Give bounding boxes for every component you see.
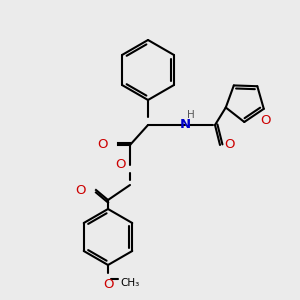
Text: N: N xyxy=(179,118,191,131)
Text: O: O xyxy=(115,158,125,170)
Text: O: O xyxy=(103,278,113,291)
Text: O: O xyxy=(224,139,235,152)
Text: O: O xyxy=(98,137,108,151)
Text: CH₃: CH₃ xyxy=(120,278,139,288)
Text: O: O xyxy=(76,184,86,196)
Text: O: O xyxy=(260,114,271,127)
Text: H: H xyxy=(187,110,195,120)
